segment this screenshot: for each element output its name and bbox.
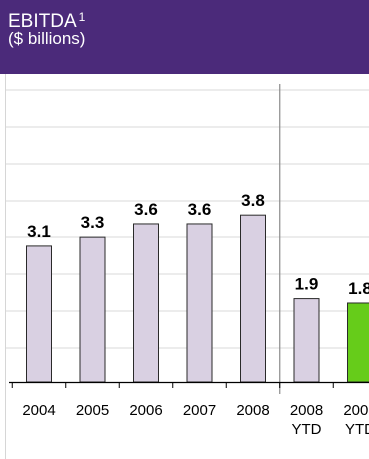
bar: [79, 236, 106, 383]
category-label: 2008: [290, 402, 323, 419]
title-text: EBITDA: [8, 11, 77, 32]
bar: [293, 298, 320, 383]
chart-title: EBITDA 1: [8, 6, 85, 33]
data-label: 1.9: [295, 275, 319, 294]
bar: [347, 302, 369, 383]
data-label: 3.6: [134, 200, 158, 219]
data-label: 1.8: [348, 279, 369, 298]
data-label: 3.6: [188, 200, 212, 219]
bar: [26, 245, 52, 383]
data-label: 3.1: [27, 222, 51, 241]
category-label: YTD: [292, 421, 322, 438]
data-label: 3.8: [241, 191, 265, 210]
chart-subtitle: ($ billions): [8, 29, 86, 48]
category-label: YTD: [345, 421, 369, 438]
left-border: [5, 74, 6, 459]
data-label: 3.3: [81, 213, 105, 232]
bar: [186, 223, 213, 383]
category-label: 2004: [22, 402, 55, 419]
chart-header: EBITDA 1 ($ billions): [0, 0, 369, 74]
category-label: 2008: [236, 402, 269, 419]
bar: [133, 223, 159, 383]
bar: [240, 214, 266, 383]
title-footnote-mark: 1: [78, 10, 86, 24]
category-label: 2009: [343, 402, 369, 419]
category-label: 2007: [183, 402, 216, 419]
category-label: 2005: [76, 402, 109, 419]
category-label: 2006: [129, 402, 162, 419]
ebitda-bar-chart: 3.1 2004 3.3 2005 3.6 2006 3.6 2007 3.8 2008 1.9 20…: [6, 84, 369, 438]
